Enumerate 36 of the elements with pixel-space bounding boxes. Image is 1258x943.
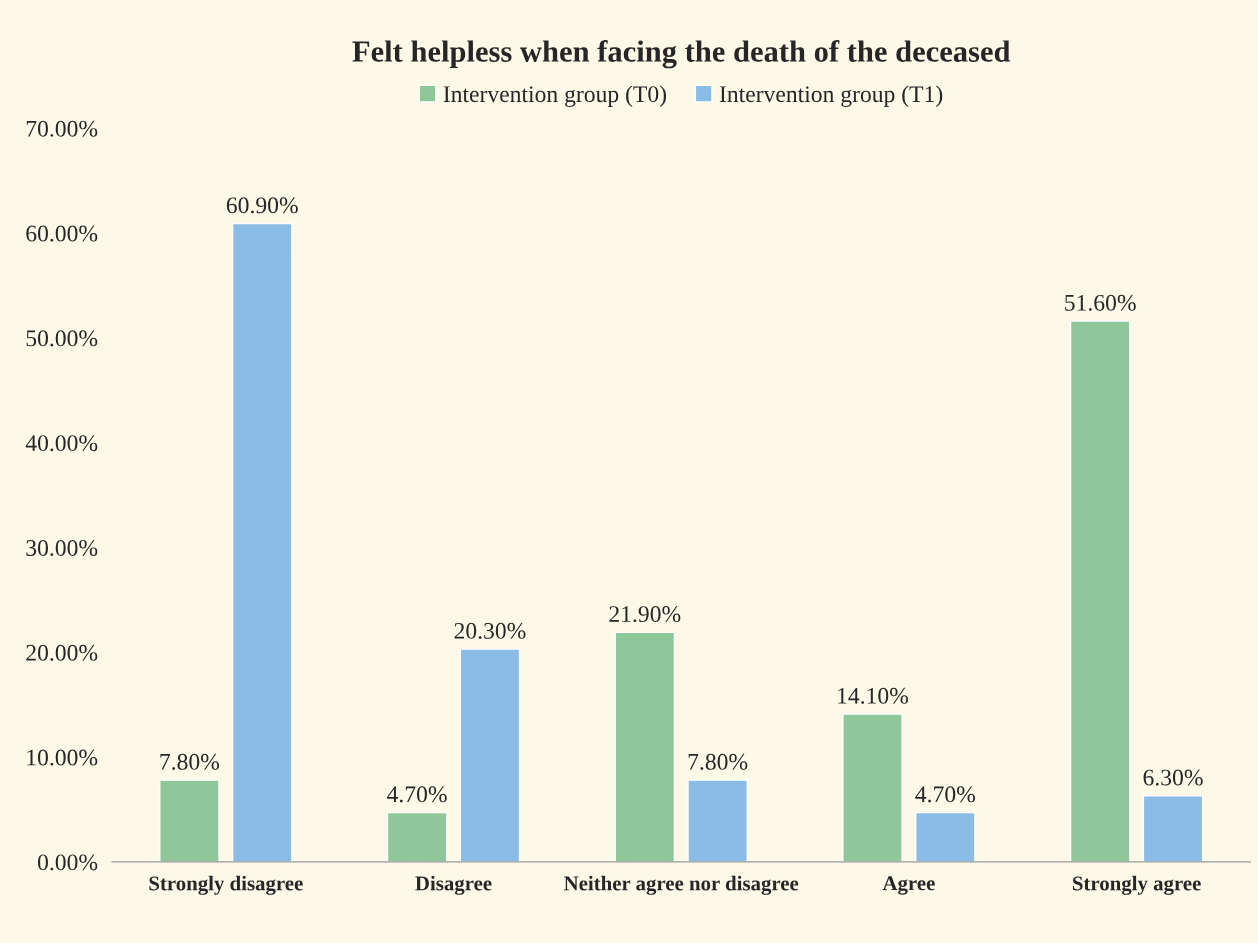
- bar: [614, 631, 676, 862]
- legend-label: Intervention group (T1): [719, 85, 943, 107]
- data-label: 14.10%: [838, 687, 909, 704]
- y-tick-label: 10.00%: [27, 749, 98, 766]
- y-tick-label: 50.00%: [26, 330, 98, 347]
- y-tick-label: 30.00%: [26, 539, 98, 557]
- x-tick-label: Neither agree nor disagree: [564, 875, 799, 895]
- y-tick-label: 0.00%: [37, 854, 98, 871]
- x-tick-label: Agree: [882, 876, 935, 895]
- bar: [915, 811, 976, 862]
- bar: [687, 779, 748, 862]
- data-label: 7.80%: [688, 753, 748, 770]
- y-tick-label: 40.00%: [25, 435, 98, 452]
- bar: [842, 713, 903, 862]
- data-label: 60.90%: [226, 197, 298, 214]
- bar: [1142, 795, 1204, 862]
- data-label: 4.70%: [915, 786, 976, 803]
- data-label: 51.60%: [1065, 294, 1136, 311]
- data-label: 7.80%: [160, 753, 220, 770]
- bar: [159, 779, 220, 862]
- bar: [459, 648, 521, 862]
- data-label: 6.30%: [1143, 769, 1203, 786]
- data-label: 21.90%: [609, 606, 681, 623]
- x-tick-label: Strongly disagree: [149, 875, 303, 895]
- y-tick-label: 70.00%: [26, 120, 98, 137]
- y-tick-label: 60.00%: [26, 225, 98, 242]
- data-label: 4.70%: [387, 786, 447, 803]
- bar: [386, 811, 448, 862]
- bar: [1069, 320, 1131, 862]
- bar: [231, 222, 293, 862]
- x-tick-label: Disagree: [415, 875, 492, 895]
- data-label: 20.30%: [454, 622, 526, 639]
- y-tick-label: 20.00%: [26, 644, 98, 661]
- chart-title: Felt helpless when facing the death of the deceased: [352, 40, 1011, 69]
- legend-label: Intervention group (T0): [443, 85, 667, 107]
- x-tick-label: Strongly agree: [1072, 875, 1201, 895]
